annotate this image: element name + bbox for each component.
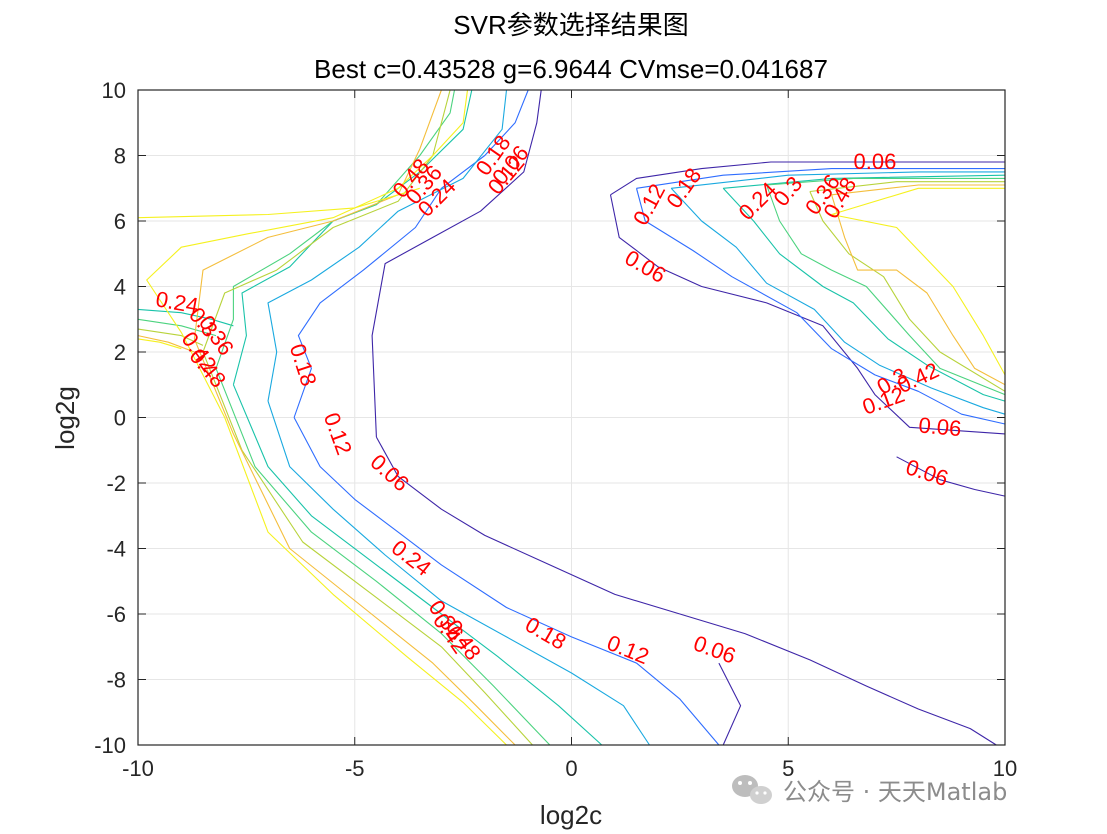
y-tick-label: -10 [94, 733, 126, 758]
chart-title: SVR参数选择结果图 [453, 10, 688, 40]
contour-line-0-42 [831, 184, 1005, 196]
contour-line-0-48 [831, 187, 1005, 216]
chart-subtitle: Best c=0.43528 g=6.9644 CVmse=0.041687 [314, 54, 828, 84]
contour-line-0-3 [766, 184, 1006, 396]
contour-label: 0.06 [365, 449, 414, 496]
axis-ticks: -10 -5 0 5 10 -10 -8 -6 -4 -2 0 2 4 6 8 10 [94, 78, 1017, 781]
contour-label: 0.06 [918, 413, 963, 442]
contour-label: 0.18 [661, 163, 706, 212]
contour-label: 0.18 [521, 612, 571, 655]
contour-line-0-42 [137, 335, 195, 353]
contour-line-0-18 [671, 171, 1005, 189]
contour-line-0-48 [137, 338, 182, 350]
watermark-text: 公众号 · 天天Matlab [783, 778, 1007, 806]
contour-line-0-3 [215, 89, 456, 369]
contour-label: 0.06 [621, 245, 671, 288]
wechat-icon [732, 775, 772, 804]
contour-label: 0.24 [387, 535, 436, 581]
contour-line-0-24 [723, 174, 1006, 189]
contour-label: 0.12 [628, 180, 670, 230]
y-tick-label: 8 [114, 144, 126, 169]
x-tick-label: -5 [345, 756, 365, 781]
contour-line-0-24 [137, 308, 234, 327]
contour-line-0-3 [137, 318, 217, 337]
contour-line-0-06 [375, 436, 997, 746]
contour-line-0-42 [831, 194, 1006, 386]
y-tick-label: 4 [114, 275, 126, 300]
contour-line-0-06 [896, 456, 1006, 497]
contour-line-0-3 [766, 177, 1005, 186]
y-tick-label: 6 [114, 209, 126, 234]
contour-line-0-48 [831, 213, 1006, 376]
y-tick-label: -6 [106, 602, 126, 627]
contour-line-0-24 [232, 384, 603, 746]
contour-line-0-18 [267, 89, 508, 402]
contour-line-0-36 [809, 191, 1006, 392]
contour-line-0-12 [293, 89, 529, 418]
contour-line-0-06 [609, 194, 1006, 435]
x-tick-label: -10 [122, 756, 154, 781]
contour-line-0-48 [180, 332, 507, 746]
y-tick-label: 10 [102, 78, 126, 103]
contour-label: 0.06 [690, 630, 739, 668]
contour-line-0-06 [610, 161, 1005, 196]
contour-line-0-48 [137, 187, 420, 219]
x-axis-label: log2c [540, 800, 602, 830]
contour-label: 0.12 [604, 630, 653, 669]
contour-line-0-24 [722, 187, 1006, 402]
contour-label: 0.12 [319, 409, 357, 458]
y-tick-label: 0 [114, 406, 126, 431]
contour-label: 0.18 [285, 341, 322, 389]
y-tick-label: 2 [114, 340, 126, 365]
contour-line-0-42 [193, 338, 516, 746]
y-tick-label: -2 [106, 471, 126, 496]
contour-line-0-12 [635, 188, 1006, 425]
contour-line-0-06 [371, 89, 542, 438]
contour-line-0-42 [193, 89, 442, 339]
contour-labels: 0.060.060.060.060.060.060.060.120.120.12… [154, 131, 963, 670]
x-tick-label: 0 [565, 756, 577, 781]
x-tick-label: 5 [782, 756, 794, 781]
contour-line-0-06 [718, 662, 742, 746]
contour-label: 0.06 [854, 149, 897, 174]
contour-line-0-12 [636, 168, 1005, 189]
contour-line-0-36 [809, 181, 1005, 193]
x-tick-label: 10 [993, 756, 1017, 781]
watermark: 公众号 · 天天Matlab [732, 775, 1007, 806]
contour-line-0-18 [670, 187, 1006, 415]
contour-line-0-48 [146, 89, 469, 333]
y-tick-label: -8 [106, 668, 126, 693]
contour-line-0-18 [267, 400, 650, 746]
grid [137, 89, 1006, 746]
y-tick-label: -4 [106, 537, 126, 562]
contour-line-0-12 [293, 417, 720, 746]
contour-lines [137, 89, 1006, 746]
contour-label: 0.06 [903, 454, 951, 491]
y-axis-label: log2g [50, 386, 80, 450]
contour-line-0-3 [215, 368, 551, 746]
